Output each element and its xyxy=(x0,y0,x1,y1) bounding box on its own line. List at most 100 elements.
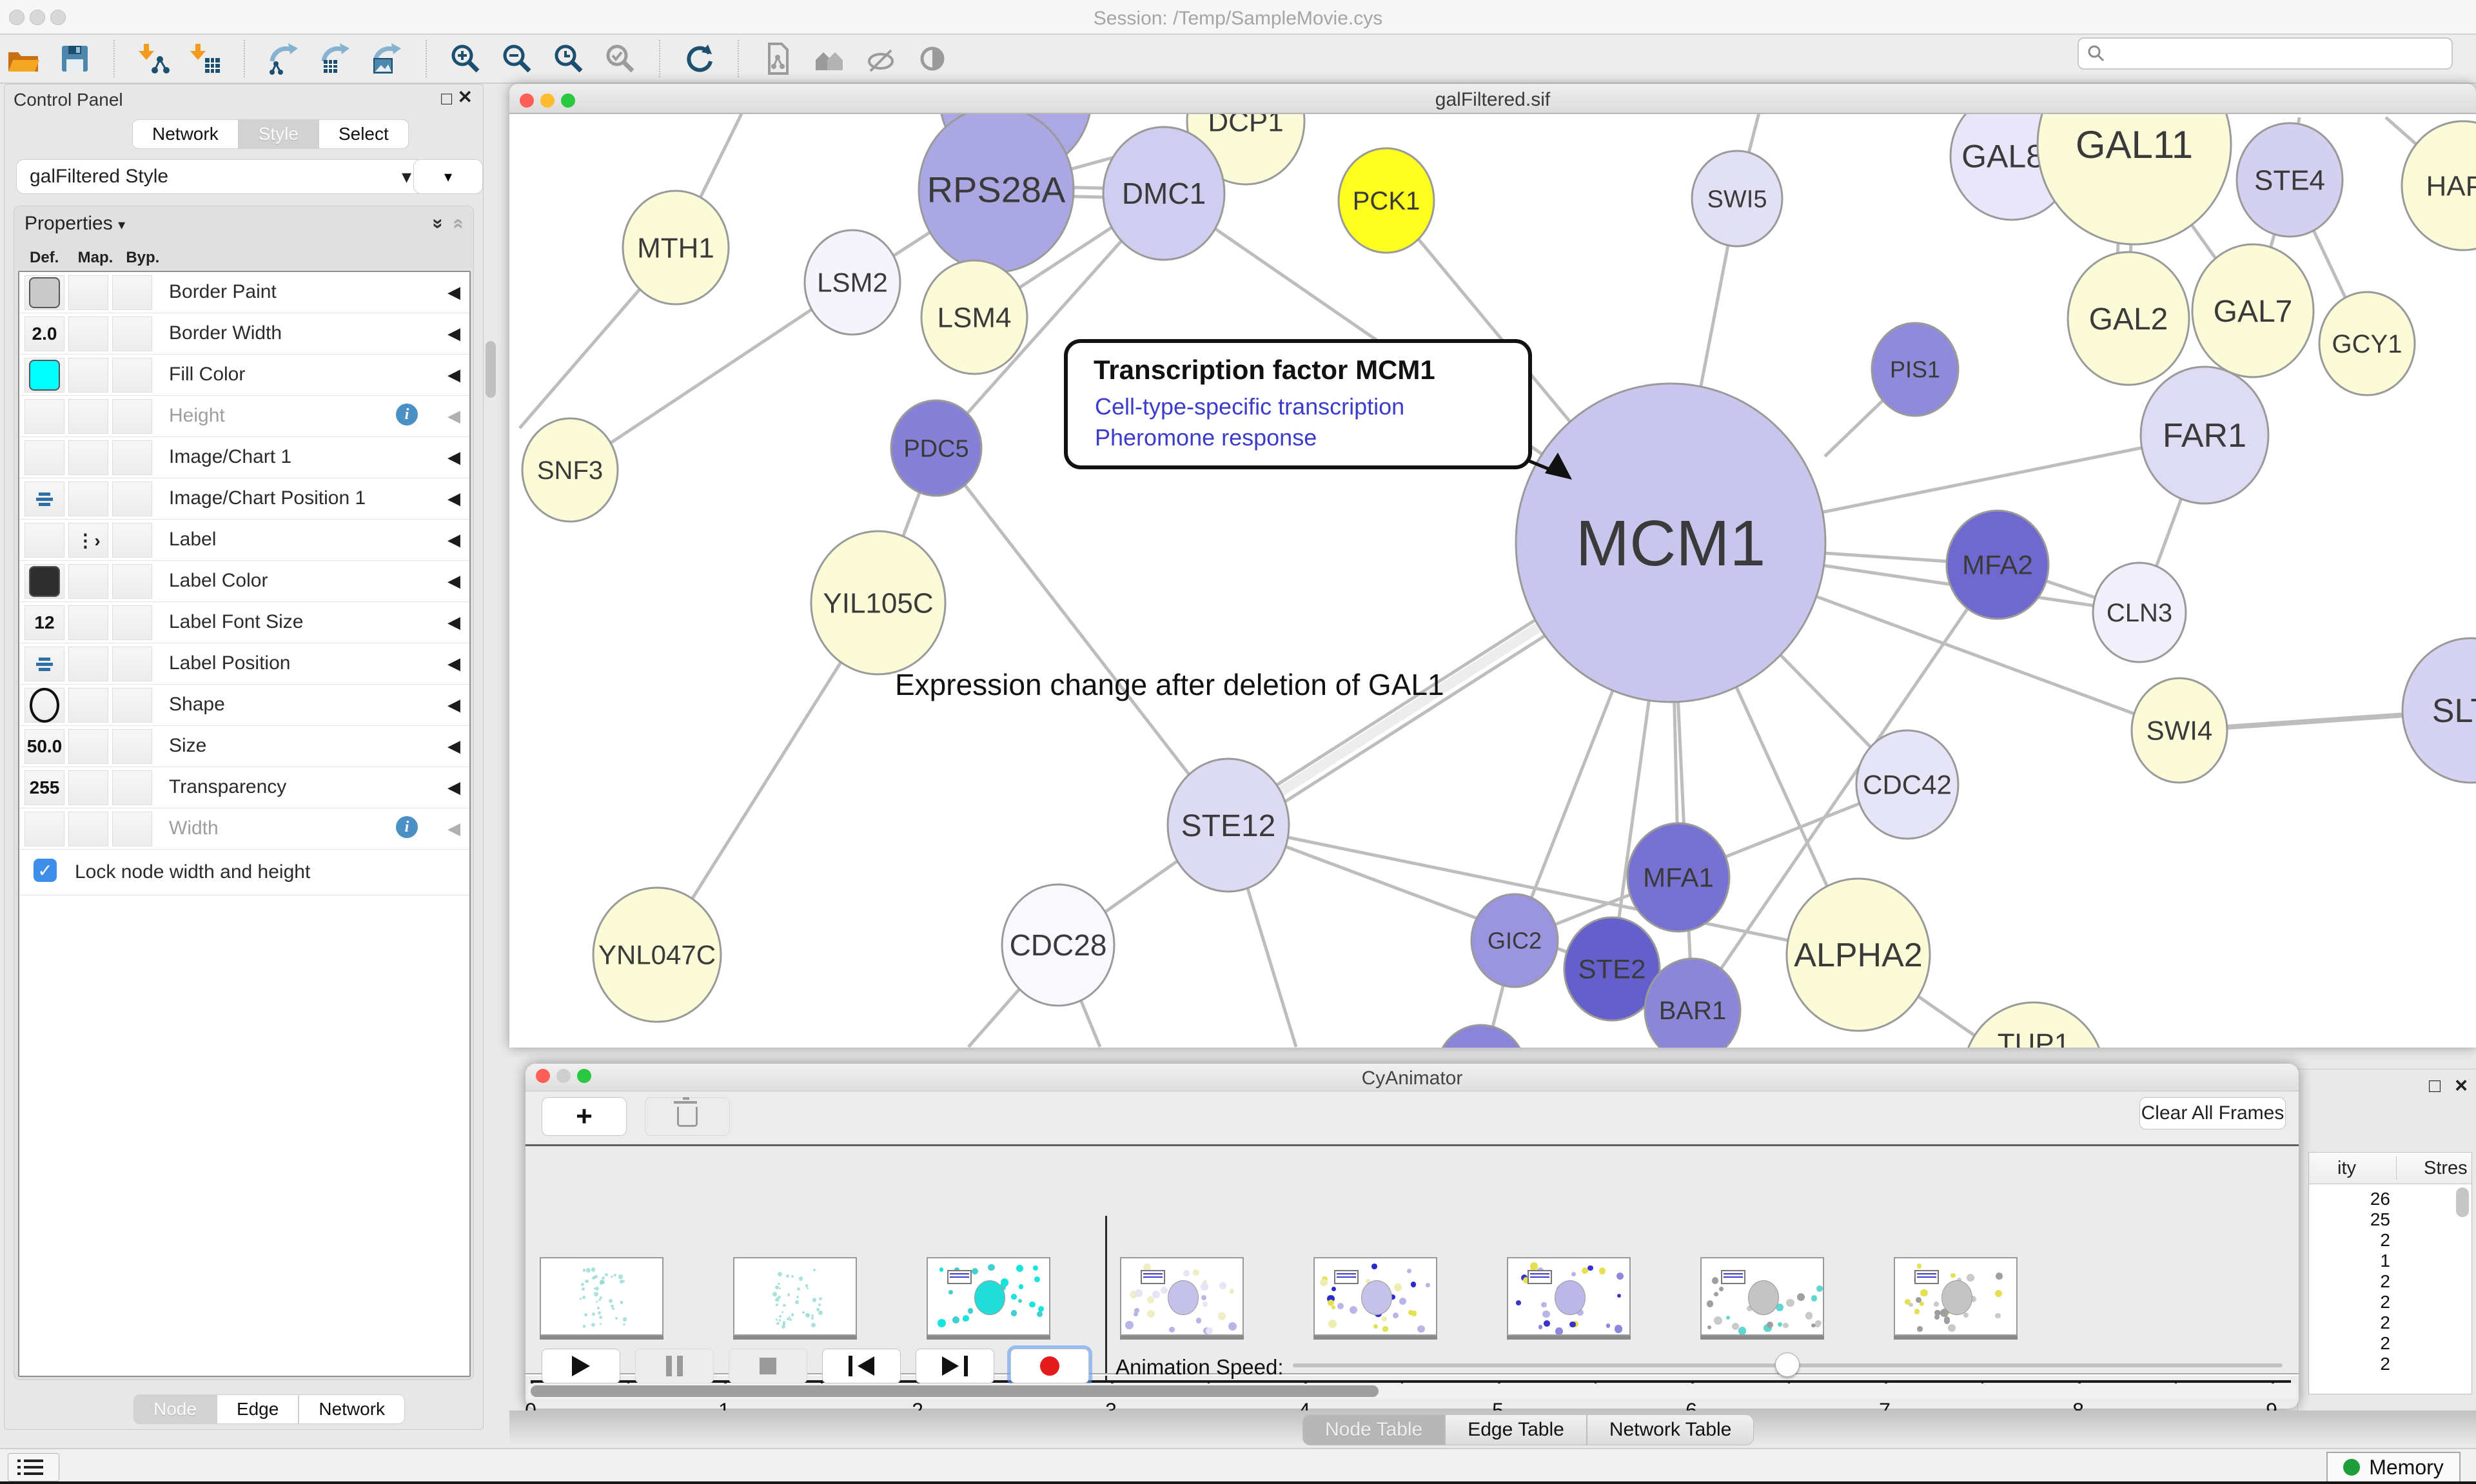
maximize-window-icon[interactable] xyxy=(50,10,66,25)
property-cell[interactable] xyxy=(112,688,152,723)
expand-property-icon[interactable]: ◀ xyxy=(447,324,460,343)
tab-style[interactable]: Style xyxy=(238,119,319,149)
property-cell[interactable] xyxy=(112,399,152,434)
tab-network-table[interactable]: Network Table xyxy=(1586,1414,1754,1445)
property-cell[interactable] xyxy=(68,729,108,764)
tab-network[interactable]: Network xyxy=(132,119,239,149)
expand-property-icon[interactable]: ◀ xyxy=(447,282,460,302)
add-frame-button[interactable]: + xyxy=(542,1097,627,1136)
network-edge[interactable] xyxy=(935,447,1230,826)
table-row[interactable]: 2 xyxy=(2380,1230,2390,1250)
minimize-window-icon[interactable] xyxy=(540,93,555,108)
annotation-link[interactable]: Cell-type-specific transcription xyxy=(1095,393,1405,420)
column-header[interactable]: ity xyxy=(2337,1158,2356,1178)
property-row[interactable]: Image/Chart 1 ◀ xyxy=(19,437,469,478)
network-node-ste4[interactable]: STE4 xyxy=(2235,122,2344,238)
export-table-icon[interactable] xyxy=(319,42,352,75)
network-node-pdc5[interactable]: PDC5 xyxy=(890,399,983,497)
stop-button[interactable] xyxy=(729,1349,807,1383)
property-cell[interactable] xyxy=(25,275,64,310)
table-row[interactable]: 2 xyxy=(2380,1333,2390,1353)
network-node-mcm1[interactable]: MCM1 xyxy=(1515,382,1827,703)
property-cell[interactable] xyxy=(25,399,64,434)
network-node-ste2[interactable]: STE2 xyxy=(1563,916,1661,1022)
cyanimator-titlebar[interactable]: CyAnimator xyxy=(526,1064,2299,1091)
property-cell[interactable] xyxy=(25,523,64,558)
network-edge[interactable] xyxy=(1228,823,1859,957)
property-cell[interactable] xyxy=(68,647,108,681)
style-selector-dropdown[interactable]: galFiltered Style ▾ xyxy=(16,159,425,194)
property-cell[interactable] xyxy=(112,770,152,805)
tab-edge-table[interactable]: Edge Table xyxy=(1445,1414,1587,1445)
property-row[interactable]: Fill Color ◀ xyxy=(19,355,469,396)
expand-property-icon[interactable]: ◀ xyxy=(447,489,460,508)
table-row[interactable]: 2 xyxy=(2380,1271,2390,1291)
expand-property-icon[interactable]: ◀ xyxy=(447,654,460,673)
network-node-pck1[interactable]: PCK1 xyxy=(1337,147,1435,254)
close-window-icon[interactable] xyxy=(536,1069,550,1083)
property-row[interactable]: 12 Label Font Size ◀ xyxy=(19,602,469,643)
property-cell[interactable] xyxy=(112,605,152,640)
network-node-mfa2[interactable]: MFA2 xyxy=(1945,509,2050,620)
network-node-lsm2[interactable]: LSM2 xyxy=(803,229,901,336)
property-cell[interactable] xyxy=(25,482,64,516)
skip-to-end-button[interactable] xyxy=(916,1349,994,1383)
table-row[interactable]: 1 xyxy=(2380,1251,2390,1271)
annotation-link[interactable]: Pheromone response xyxy=(1095,424,1317,451)
property-cell[interactable] xyxy=(25,688,64,723)
show-graphics-details-icon[interactable] xyxy=(916,42,949,75)
pause-button[interactable] xyxy=(635,1349,714,1383)
property-cell[interactable] xyxy=(68,399,108,434)
network-node-swi5[interactable]: SWI5 xyxy=(1691,150,1783,248)
property-cell[interactable] xyxy=(25,440,64,475)
info-icon[interactable]: i xyxy=(396,816,418,838)
minimize-window-icon[interactable] xyxy=(556,1069,571,1083)
network-node-gcy1[interactable]: GCY1 xyxy=(2318,291,2416,396)
lock-size-checkbox[interactable]: ✓ xyxy=(34,859,57,882)
property-row[interactable]: Width i ◀ xyxy=(19,808,469,850)
export-image-icon[interactable] xyxy=(370,42,404,75)
scrollbar-thumb[interactable] xyxy=(531,1385,1379,1397)
property-cell[interactable] xyxy=(68,812,108,846)
tab-network[interactable]: Network xyxy=(299,1394,406,1424)
node-table[interactable]: ity Stres 26 25 2 1 2 2 2 2 2 xyxy=(2308,1152,2472,1394)
new-network-from-selection-icon[interactable] xyxy=(761,42,794,75)
network-node-cln3[interactable]: CLN3 xyxy=(2092,561,2187,663)
expand-property-icon[interactable]: ◀ xyxy=(447,736,460,756)
tab-node-table[interactable]: Node Table xyxy=(1302,1414,1446,1445)
property-cell[interactable] xyxy=(68,564,108,599)
refresh-layout-icon[interactable] xyxy=(682,42,716,75)
zoom-fit-icon[interactable] xyxy=(552,42,585,75)
network-node-lsm4[interactable]: LSM4 xyxy=(920,259,1028,375)
network-graph[interactable]: DCP1RPS28ADMC1PCK1SWI5GAL80GAL11STE4HAP2… xyxy=(509,114,2476,1048)
tab-edge[interactable]: Edge xyxy=(216,1394,299,1424)
network-node-gal11[interactable]: GAL11 xyxy=(2036,114,2232,246)
table-row[interactable]: 26 xyxy=(2370,1189,2390,1209)
expand-property-icon[interactable]: ◀ xyxy=(447,695,460,714)
maximize-window-icon[interactable] xyxy=(561,93,575,108)
expand-all-icon[interactable]: » xyxy=(427,218,449,229)
network-node-mth1[interactable]: MTH1 xyxy=(622,190,730,306)
property-cell[interactable] xyxy=(112,275,152,310)
property-cell[interactable] xyxy=(25,647,64,681)
property-cell[interactable] xyxy=(112,317,152,351)
close-window-icon[interactable] xyxy=(9,10,25,25)
maximize-window-icon[interactable] xyxy=(577,1069,591,1083)
import-table-icon[interactable] xyxy=(188,42,222,75)
task-history-button[interactable] xyxy=(8,1453,59,1481)
minimize-window-icon[interactable] xyxy=(30,10,45,25)
search-input[interactable] xyxy=(2078,37,2453,70)
table-scrollbar[interactable] xyxy=(2456,1187,2469,1217)
property-cell[interactable] xyxy=(112,523,152,558)
expand-property-icon[interactable]: ◀ xyxy=(447,777,460,797)
tab-select[interactable]: Select xyxy=(318,119,409,149)
close-panel-icon[interactable]: ✕ xyxy=(457,87,473,107)
network-node-cdc42[interactable]: CDC42 xyxy=(1855,729,1960,840)
property-cell[interactable] xyxy=(68,770,108,805)
network-node-alpha2[interactable]: ALPHA2 xyxy=(1785,877,1931,1032)
network-node-far1[interactable]: FAR1 xyxy=(2139,366,2270,505)
chevron-down-icon[interactable]: ▾ xyxy=(118,217,126,233)
network-node-dmc1[interactable]: DMC1 xyxy=(1102,126,1226,261)
info-icon[interactable]: i xyxy=(396,404,418,425)
frame-thumbnail-4[interactable] xyxy=(1120,1257,1244,1336)
